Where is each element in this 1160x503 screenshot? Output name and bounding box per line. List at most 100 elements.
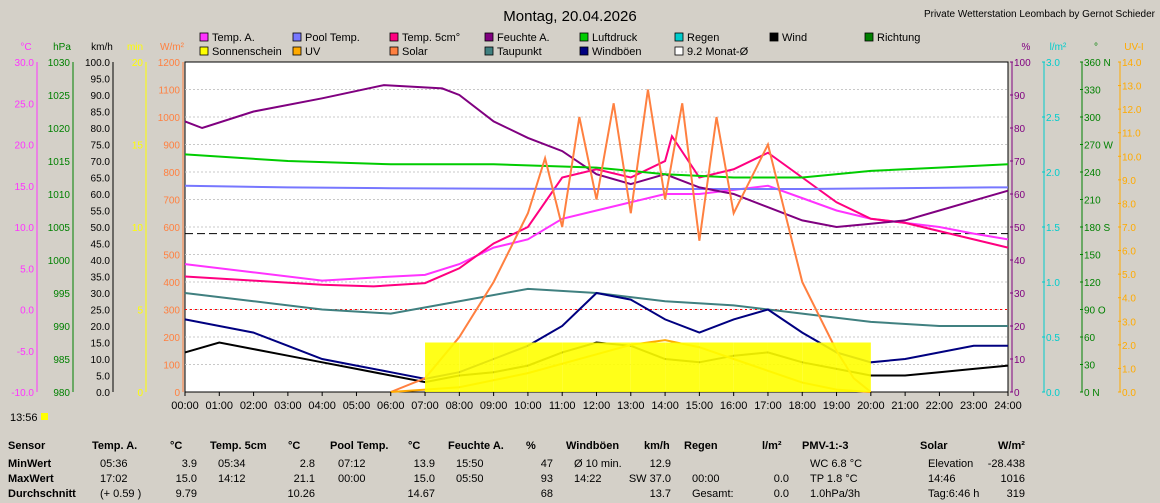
- axis-tick-label: 500: [163, 251, 180, 262]
- station-credit: Private Wetterstation Leombach by Gernot…: [924, 9, 1156, 20]
- axis-tick-label: 150: [1084, 251, 1101, 262]
- axis-tick-label: 50.0: [91, 223, 111, 234]
- axis-tick-label: 15: [132, 141, 144, 152]
- axis-tick-label: 1.0: [1046, 278, 1060, 289]
- sunshine-total: 13:56: [10, 412, 38, 424]
- axis-tick-label: 5.0: [96, 372, 110, 383]
- legend-swatch: [579, 32, 589, 42]
- sunshine-bar: [596, 342, 631, 392]
- stats-cell-time: Tag:6:46 h: [928, 488, 980, 500]
- axis-tick-label: 60.0: [91, 190, 111, 201]
- axis-tick-label: 25.0: [15, 99, 35, 110]
- sunshine-bar: [630, 342, 666, 392]
- axis-unit: °C: [20, 42, 31, 53]
- time-label: 03:00: [274, 400, 302, 412]
- axis-tick-label: 200: [163, 333, 180, 344]
- stats-row-label: Durchschnitt: [8, 488, 76, 500]
- axis-tick-label: 20: [1014, 322, 1026, 333]
- axis-tick-label: 30: [1084, 361, 1096, 372]
- sunshine-bar: [699, 342, 734, 392]
- stats-header-unit: °C: [288, 440, 301, 452]
- axis-tick-label: 50: [1014, 223, 1026, 234]
- axis-tick-label: 330: [1084, 86, 1101, 97]
- axis-tick-label: 0: [174, 388, 180, 399]
- axis-tick-label: 90 O: [1084, 306, 1106, 317]
- sunshine-bar: [665, 342, 700, 392]
- stats-header: Solar: [920, 440, 948, 452]
- axis-tick-label: 0.5: [1046, 333, 1060, 344]
- axis-tick-label: 70.0: [91, 157, 111, 168]
- sunshine-bar: [733, 342, 768, 392]
- axis-tick-label: 100: [1014, 58, 1031, 69]
- series-line-temp-5cm-: [184, 133, 1009, 288]
- stats-cell-time: Elevation: [928, 458, 974, 470]
- stats-header-unit: km/h: [644, 440, 670, 452]
- legend-swatch: [292, 32, 302, 42]
- axis-tick-label: 30.0: [91, 289, 111, 300]
- legend-label: Solar: [402, 46, 428, 58]
- stats-header: PMV-1:-3: [802, 440, 849, 452]
- stats-cell-time: 05:36: [100, 458, 128, 470]
- stats-table: Sensor Temp. A. °C Temp. 5cm °C Pool Temp. °C F…: [0, 432, 1160, 503]
- axis-tick-label: 12.0: [1122, 105, 1142, 116]
- legend-label: Regen: [687, 32, 719, 44]
- legend-label: Richtung: [877, 32, 920, 44]
- axis-tick-label: 25.0: [91, 306, 111, 317]
- legend-swatch: [579, 46, 589, 56]
- axis-tick-label: 100: [163, 361, 180, 372]
- legend-swatch: [389, 32, 399, 42]
- time-label: 10:00: [514, 400, 542, 412]
- axis-tick-label: 120: [1084, 278, 1101, 289]
- axis-tick-label: 900: [163, 141, 180, 152]
- axis-unit: hPa: [53, 42, 71, 53]
- legend-label: Pool Temp.: [305, 32, 360, 44]
- axis-tick-label: 0.0: [1046, 388, 1060, 399]
- time-label: 22:00: [926, 400, 954, 412]
- time-label: 04:00: [308, 400, 336, 412]
- axis-tick-label: 10: [132, 223, 144, 234]
- series-layer: [184, 84, 1009, 393]
- axis-tick-label: 1015: [48, 157, 71, 168]
- axis-tick-label: 2.5: [1046, 113, 1060, 124]
- sunshine-bar: [425, 342, 460, 392]
- time-label: 01:00: [206, 400, 234, 412]
- axis-tick-label: 700: [163, 196, 180, 207]
- axis-tick-label: 1030: [48, 58, 71, 69]
- axis-tick-label: 85.0: [91, 108, 111, 119]
- axis-tick-label: 20: [132, 58, 144, 69]
- stats-cell-value: 15.0: [175, 473, 197, 485]
- axis-tick-label: -10.0: [11, 388, 34, 399]
- axis-tick-label: 3.0: [1122, 317, 1136, 328]
- axis-tick-label: 100.0: [85, 58, 110, 69]
- axis-tick-label: 2.0: [1046, 168, 1060, 179]
- axis-tick-label: 1200: [158, 58, 181, 69]
- stats-cell-value: 1016: [1000, 473, 1025, 485]
- axis-tick-label: 0: [1014, 388, 1020, 399]
- legend-label: Sonnenschein: [212, 46, 282, 58]
- time-label: 08:00: [446, 400, 474, 412]
- axis-tick-label: 10: [1014, 355, 1026, 366]
- axis-tick-label: 15.0: [91, 339, 111, 350]
- right-axes: %1009080706050403020100l/m²3.02.52.01.51…: [1010, 42, 1144, 399]
- legend-swatch: [199, 46, 209, 56]
- time-label: 17:00: [754, 400, 782, 412]
- axis-tick-label: 30: [1014, 289, 1026, 300]
- stats-cell-value: 3.9: [181, 458, 197, 470]
- legend-label: Feuchte A.: [497, 32, 550, 44]
- time-label: 18:00: [788, 400, 816, 412]
- axis-tick-label: 6.0: [1122, 247, 1136, 258]
- stats-cell-value: 2.8: [299, 458, 315, 470]
- stats-cell-time: (+ 0.59 ): [100, 488, 142, 500]
- stats-cell-value: 14.67: [407, 488, 435, 500]
- time-label: 05:00: [343, 400, 371, 412]
- series-line-solar: [390, 89, 872, 393]
- legend-swatch: [674, 32, 684, 42]
- legend-label: Temp. A.: [212, 32, 255, 44]
- weather-chart: Montag, 20.04.2026 Private Wetterstation…: [10, 8, 1156, 424]
- time-label: 23:00: [960, 400, 988, 412]
- axis-tick-label: 13.0: [1122, 82, 1142, 93]
- axis-unit: UV-I: [1124, 42, 1143, 53]
- legend-swatch: [769, 32, 779, 42]
- axis-tick-label: 60: [1014, 190, 1026, 201]
- sunshine-bar: [836, 342, 871, 392]
